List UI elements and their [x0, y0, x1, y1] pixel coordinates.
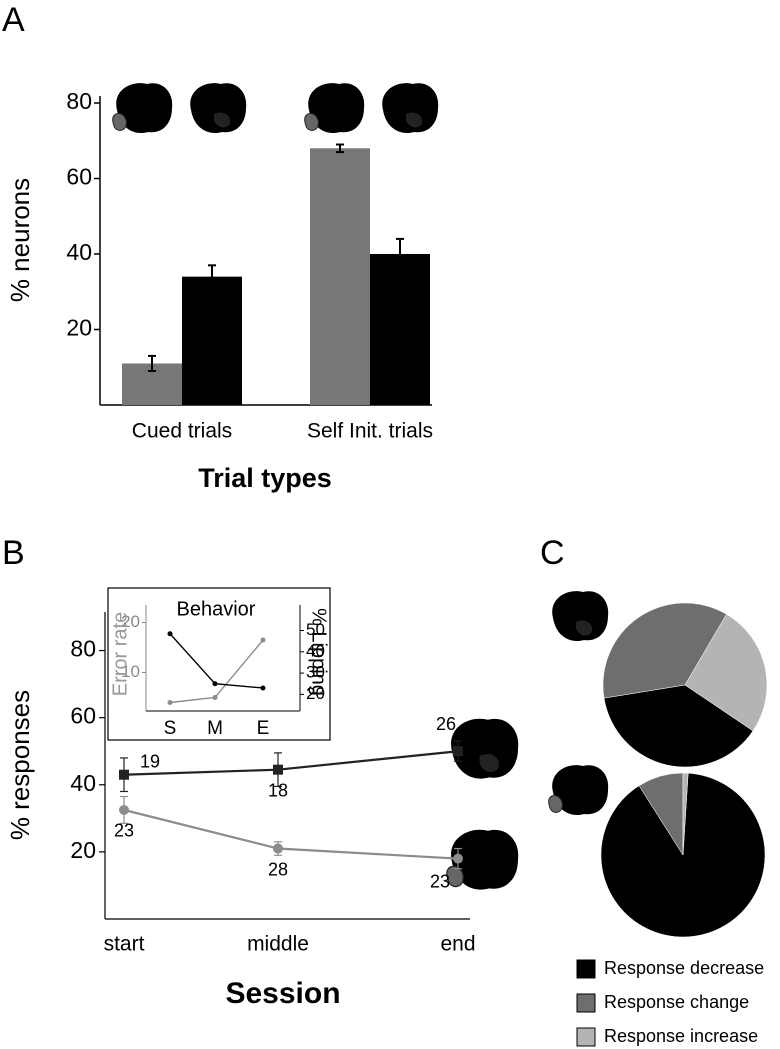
bar	[310, 148, 370, 406]
x-tick-label: Cued trials	[132, 420, 232, 443]
error-bar	[396, 237, 404, 271]
error-bar	[336, 143, 344, 154]
x-tick-label: E	[257, 718, 270, 739]
y-tick-label: 40	[66, 239, 92, 265]
error-bar	[148, 354, 156, 373]
marker	[167, 631, 173, 637]
y-axis-label: Error rate	[109, 612, 131, 696]
bar	[182, 276, 242, 405]
panel-label: C	[540, 534, 565, 572]
series-line	[123, 750, 459, 776]
legend-swatch	[576, 959, 596, 979]
pie-slice	[603, 684, 754, 768]
x-tick-label: middle	[247, 933, 309, 956]
n-label: 23	[114, 821, 134, 841]
y-tick-label: 20	[121, 612, 140, 631]
inset-title: Behavior	[177, 598, 256, 620]
x-tick-label: end	[440, 933, 475, 956]
marker	[212, 681, 218, 687]
marker	[273, 764, 283, 775]
legend-swatch	[576, 993, 596, 1013]
legend-label: Response decrease	[604, 958, 764, 978]
y-tick-label: 10	[121, 662, 140, 681]
x-axis-label: Trial types	[198, 463, 332, 493]
n-label: 26	[436, 714, 456, 734]
marker	[260, 685, 266, 691]
pie-slice	[682, 772, 689, 856]
n-label: 23	[430, 871, 450, 891]
x-tick-label: start	[104, 933, 145, 956]
legend-swatch	[576, 1027, 596, 1047]
y2-tick-label: 20	[306, 684, 325, 703]
pie-slice	[684, 613, 768, 732]
marker	[119, 769, 129, 780]
inset-frame	[107, 587, 331, 741]
y-tick-label: 80	[70, 636, 96, 662]
y2-tick-label: 30	[306, 663, 325, 682]
marker	[453, 746, 463, 757]
y-tick-label: 80	[66, 88, 92, 114]
y-tick-label: 20	[70, 837, 96, 863]
panel-label: B	[2, 534, 25, 572]
n-label: 18	[268, 780, 288, 800]
marker	[119, 804, 129, 815]
y2-tick-label: 40	[306, 641, 325, 660]
n-label: 19	[140, 751, 160, 771]
y-tick-label: 60	[66, 164, 92, 190]
panel-label: A	[2, 1, 25, 39]
x-tick-label: M	[207, 718, 223, 739]
y2-tick-label: 50	[306, 620, 325, 639]
y-axis-label: % responses	[5, 690, 35, 840]
marker	[273, 843, 283, 854]
error-bar	[208, 264, 216, 289]
marker	[212, 695, 218, 700]
y-tick-label: 40	[70, 770, 96, 796]
marker	[167, 700, 173, 705]
pie-slice	[602, 602, 727, 699]
y2-axis-label: % Lipping	[308, 608, 330, 696]
y-axis-label: % neurons	[5, 178, 35, 302]
n-label: 28	[268, 859, 288, 879]
x-tick-label: Self Init. trials	[307, 420, 433, 443]
legend-label: Response change	[604, 992, 749, 1012]
y-tick-label: 20	[66, 315, 92, 341]
bar	[370, 254, 430, 405]
x-tick-label: S	[164, 718, 177, 739]
y-tick-label: 60	[70, 703, 96, 729]
marker	[260, 637, 266, 643]
legend-label: Response increase	[604, 1026, 758, 1046]
series-line	[123, 808, 459, 860]
x-axis-label: Session	[225, 977, 340, 1010]
marker	[453, 853, 463, 864]
